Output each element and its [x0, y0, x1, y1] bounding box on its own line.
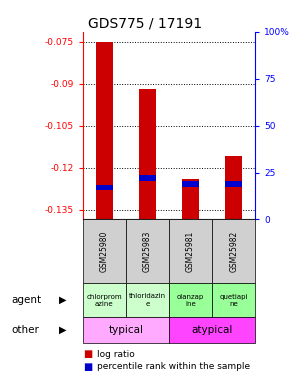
- Bar: [182, 181, 199, 186]
- Bar: [83, 317, 169, 343]
- Text: thioridazin
e: thioridazin e: [129, 294, 166, 306]
- Bar: [169, 317, 255, 343]
- Bar: [182, 179, 199, 219]
- Bar: [225, 156, 242, 219]
- Text: GDS775 / 17191: GDS775 / 17191: [88, 17, 202, 31]
- Text: agent: agent: [12, 295, 42, 305]
- Text: typical: typical: [108, 325, 143, 335]
- Bar: [212, 283, 255, 317]
- Bar: [83, 283, 126, 317]
- Text: GSM25983: GSM25983: [143, 231, 152, 272]
- Text: percentile rank within the sample: percentile rank within the sample: [97, 362, 250, 371]
- Bar: [212, 219, 255, 283]
- Text: ▶: ▶: [59, 295, 66, 305]
- Text: ■: ■: [83, 350, 92, 359]
- Bar: [96, 185, 113, 190]
- Text: GSM25981: GSM25981: [186, 231, 195, 272]
- Text: atypical: atypical: [191, 325, 233, 335]
- Text: ■: ■: [83, 362, 92, 372]
- Bar: [169, 219, 212, 283]
- Bar: [225, 181, 242, 186]
- Text: ▶: ▶: [59, 325, 66, 335]
- Bar: [169, 283, 212, 317]
- Text: olanzap
ine: olanzap ine: [177, 294, 204, 306]
- Text: chlorprom
azine: chlorprom azine: [86, 294, 122, 306]
- Bar: [83, 219, 126, 283]
- Text: GSM25980: GSM25980: [100, 231, 109, 272]
- Bar: [96, 42, 113, 219]
- Text: other: other: [12, 325, 39, 335]
- Text: log ratio: log ratio: [97, 350, 135, 359]
- Bar: [126, 219, 169, 283]
- Bar: [126, 283, 169, 317]
- Text: GSM25982: GSM25982: [229, 231, 238, 272]
- Bar: [139, 176, 156, 181]
- Text: quetiapi
ne: quetiapi ne: [219, 294, 248, 306]
- Bar: [139, 89, 156, 219]
